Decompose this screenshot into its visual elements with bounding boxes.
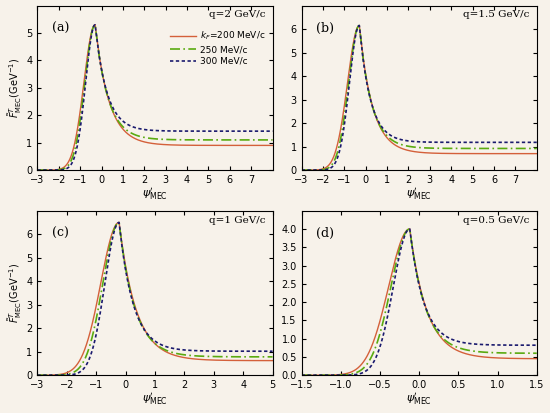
X-axis label: $\psi^{\prime}_{\mathrm{MEC}}$: $\psi^{\prime}_{\mathrm{MEC}}$: [142, 186, 168, 202]
Text: (d): (d): [316, 227, 334, 240]
X-axis label: $\psi^{\prime}_{\mathrm{MEC}}$: $\psi^{\prime}_{\mathrm{MEC}}$: [406, 392, 432, 408]
Legend: $k_F$=200 MeV/c, 250 MeV/c, 300 MeV/c: $k_F$=200 MeV/c, 250 MeV/c, 300 MeV/c: [170, 30, 266, 66]
Text: q=1.5 GeV/c: q=1.5 GeV/c: [463, 10, 530, 19]
Text: (c): (c): [52, 227, 68, 240]
Y-axis label: $\tilde{F}_{\mathrm{MEC}}^T$(GeV$^{-1}$): $\tilde{F}_{\mathrm{MEC}}^T$(GeV$^{-1}$): [6, 58, 24, 118]
Y-axis label: $\tilde{F}_{\mathrm{MEC}}^{T}$(GeV$^{-1}$): $\tilde{F}_{\mathrm{MEC}}^{T}$(GeV$^{-1}…: [6, 263, 24, 323]
X-axis label: $\psi^{\prime}_{\mathrm{MEC}}$: $\psi^{\prime}_{\mathrm{MEC}}$: [406, 186, 432, 202]
Text: q=2 GeV/c: q=2 GeV/c: [209, 10, 266, 19]
X-axis label: $\psi^{\prime}_{\mathrm{MEC}}$: $\psi^{\prime}_{\mathrm{MEC}}$: [142, 392, 168, 408]
Text: q=0.5 GeV/c: q=0.5 GeV/c: [463, 216, 530, 225]
Text: (b): (b): [316, 22, 334, 35]
Text: (a): (a): [52, 22, 69, 35]
Text: q=1 GeV/c: q=1 GeV/c: [209, 216, 266, 225]
